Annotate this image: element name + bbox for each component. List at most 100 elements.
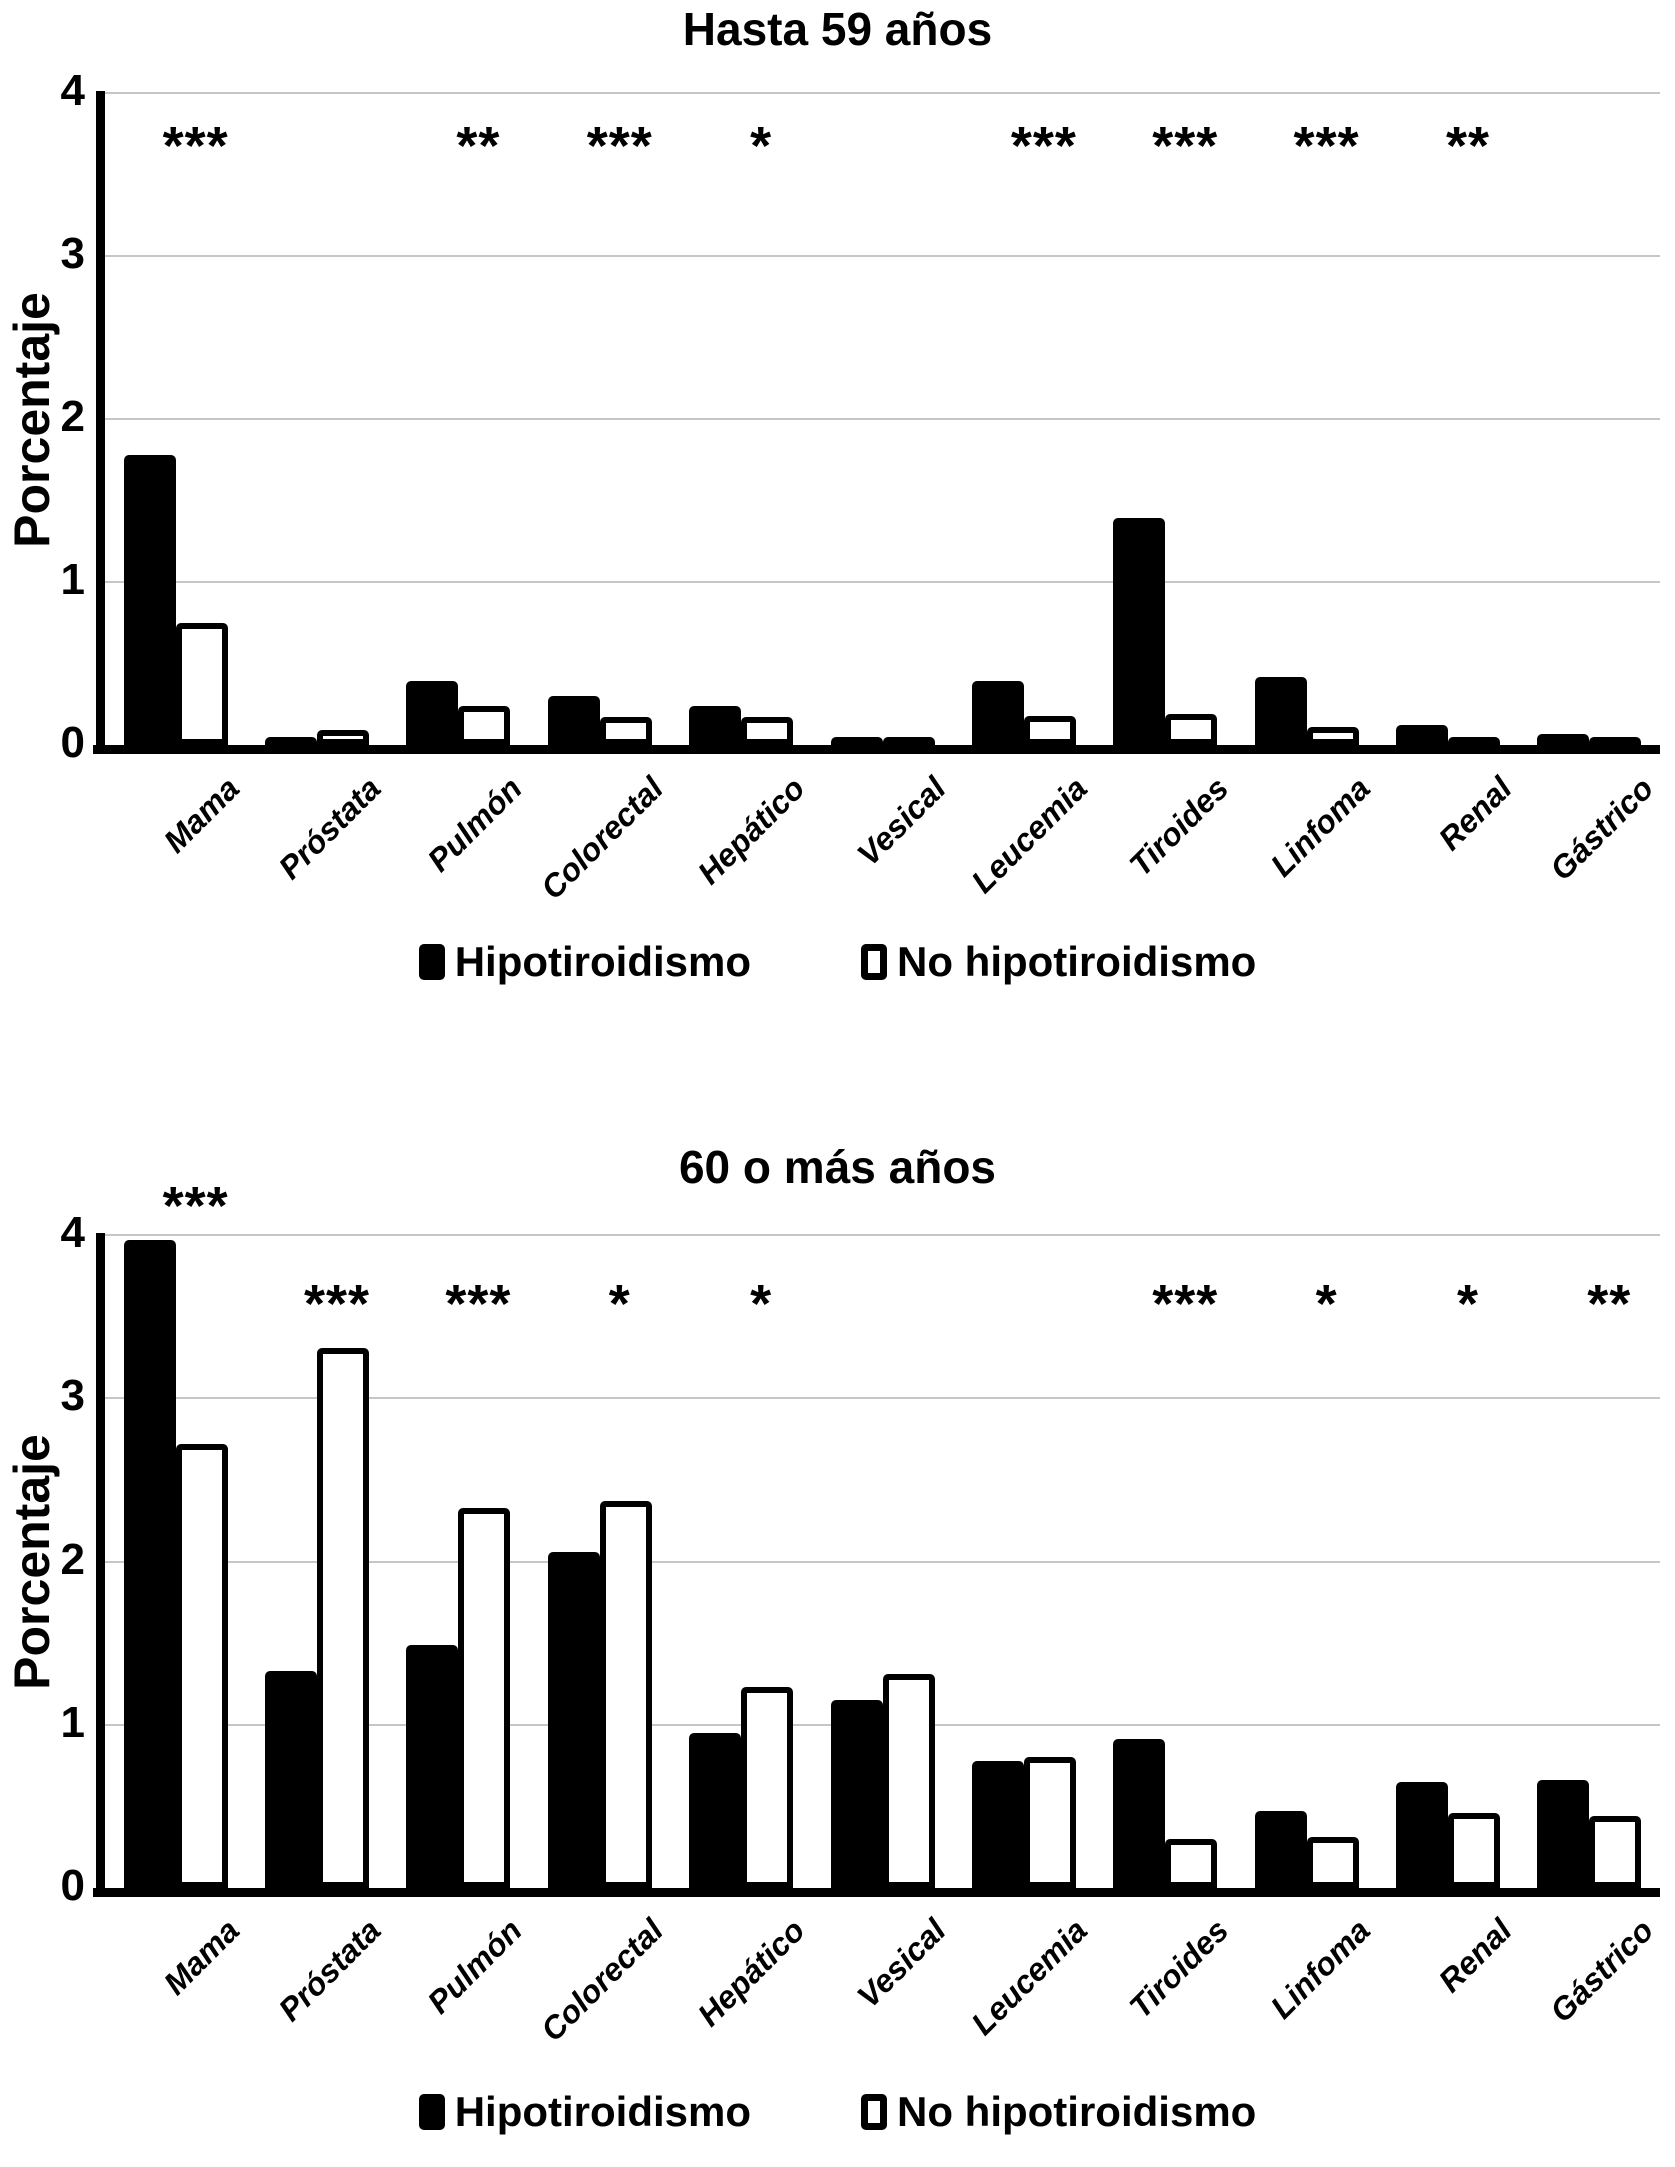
legend-item-hipotiroidismo: Hipotiroidismo xyxy=(418,938,752,986)
bar-no-hipotiroidismo-linfoma xyxy=(1306,1837,1359,1888)
significance-linfoma: * xyxy=(1315,1274,1338,1335)
significance-mama: *** xyxy=(162,1176,229,1237)
chart-title: Hasta 59 años xyxy=(682,3,993,55)
x-label-prostata: Próstata xyxy=(271,1912,388,2028)
bar-hipotiroidismo-prostata xyxy=(265,736,318,745)
bar-no-hipotiroidismo-vesical xyxy=(882,1674,935,1888)
bar-hipotiroidismo-prostata xyxy=(265,1670,318,1888)
x-label-hepatico: Hepático xyxy=(690,770,812,892)
y-axis-line xyxy=(96,91,105,752)
x-axis-line xyxy=(93,745,1660,754)
bar-no-hipotiroidismo-gastrico xyxy=(1589,1816,1642,1888)
y-tick-0: 0 xyxy=(60,1861,85,1910)
gridline-2 xyxy=(105,1560,1660,1563)
significance-tiroides: *** xyxy=(1152,1274,1219,1335)
x-label-mama: Mama xyxy=(156,770,247,860)
y-tick-4: 4 xyxy=(60,66,85,115)
legend-item-no-hipotiroidismo: No hipotiroidismo xyxy=(861,938,1256,986)
bar-no-hipotiroidismo-renal xyxy=(1447,1812,1500,1888)
significance-pulmon: ** xyxy=(456,115,501,176)
y-tick-3: 3 xyxy=(60,1371,85,1421)
bar-no-hipotiroidismo-mama xyxy=(175,622,228,745)
x-label-colorectal: Colorectal xyxy=(534,1912,671,2049)
x-label-tiroides: Tiroides xyxy=(1122,1912,1236,2026)
bar-hipotiroidismo-tiroides xyxy=(1113,1739,1166,1888)
gridline-4 xyxy=(105,1234,1660,1236)
x-label-prostata: Próstata xyxy=(271,770,388,886)
legend: Hipotiroidismo No hipotiroidismo xyxy=(0,2088,1675,2136)
bar-hipotiroidismo-gastrico xyxy=(1537,1780,1590,1888)
y-tick-2: 2 xyxy=(60,1534,85,1584)
bar-hipotiroidismo-vesical xyxy=(830,736,883,745)
chart-title: 60 o más años xyxy=(678,1141,997,1193)
gridline-4 xyxy=(105,92,1660,94)
gridline-2 xyxy=(105,418,1660,420)
significance-hepatico: * xyxy=(750,1274,773,1335)
significance-prostata: *** xyxy=(304,1274,371,1335)
bar-hipotiroidismo-mama xyxy=(123,1239,176,1888)
bar-no-hipotiroidismo-tiroides xyxy=(1165,714,1218,745)
significance-colorectal: *** xyxy=(586,115,653,176)
bar-no-hipotiroidismo-linfoma xyxy=(1306,727,1359,745)
x-label-pulmon: Pulmón xyxy=(420,1912,529,2021)
significance-renal: ** xyxy=(1445,115,1490,176)
bar-no-hipotiroidismo-pulmon xyxy=(458,1507,511,1888)
bar-hipotiroidismo-pulmon xyxy=(406,681,459,745)
bar-no-hipotiroidismo-mama xyxy=(175,1443,228,1888)
x-label-leucemia: Leucemia xyxy=(964,770,1095,900)
legend-item-hipotiroidismo: Hipotiroidismo xyxy=(418,2088,752,2136)
bar-no-hipotiroidismo-colorectal xyxy=(599,717,652,745)
gridline-3 xyxy=(105,1397,1660,1400)
y-tick-4: 4 xyxy=(60,1208,85,1257)
x-label-leucemia: Leucemia xyxy=(964,1912,1095,2042)
gridline-3 xyxy=(105,255,1660,257)
x-label-renal: Renal xyxy=(1431,1912,1519,2000)
bar-no-hipotiroidismo-prostata xyxy=(317,1347,370,1888)
x-label-gastrico: Gástrico xyxy=(1542,770,1660,888)
bar-hipotiroidismo-vesical xyxy=(830,1700,883,1888)
bar-hipotiroidismo-linfoma xyxy=(1254,676,1307,745)
bar-hipotiroidismo-hepatico xyxy=(689,1732,742,1888)
bar-hipotiroidismo-leucemia xyxy=(971,681,1024,745)
x-label-vesical: Vesical xyxy=(850,770,953,873)
bar-no-hipotiroidismo-tiroides xyxy=(1165,1839,1218,1888)
x-label-mama: Mama xyxy=(156,1912,247,2002)
significance-gastrico: ** xyxy=(1587,1274,1632,1335)
x-label-pulmon: Pulmón xyxy=(420,770,529,879)
bar-hipotiroidismo-pulmon xyxy=(406,1644,459,1888)
bar-hipotiroidismo-renal xyxy=(1395,1781,1448,1888)
bar-no-hipotiroidismo-pulmon xyxy=(458,705,511,745)
bar-no-hipotiroidismo-leucemia xyxy=(1023,1757,1076,1888)
legend-label: Hipotiroidismo xyxy=(454,2088,752,2135)
y-tick-2: 2 xyxy=(60,392,85,441)
y-tick-1: 1 xyxy=(60,1697,85,1747)
bar-hipotiroidismo-colorectal xyxy=(547,1551,600,1888)
bar-no-hipotiroidismo-prostata xyxy=(317,730,370,745)
bar-no-hipotiroidismo-leucemia xyxy=(1023,715,1076,745)
x-label-linfoma: Linfoma xyxy=(1263,770,1378,884)
y-tick-0: 0 xyxy=(60,718,85,767)
bar-hipotiroidismo-leucemia xyxy=(971,1760,1024,1888)
significance-linfoma: *** xyxy=(1293,115,1360,176)
legend-item-no-hipotiroidismo: No hipotiroidismo xyxy=(861,2088,1256,2136)
legend-label: No hipotiroidismo xyxy=(897,938,1257,985)
bar-hipotiroidismo-tiroides xyxy=(1113,518,1166,745)
bar-hipotiroidismo-gastrico xyxy=(1537,733,1590,745)
legend-label: Hipotiroidismo xyxy=(454,938,752,985)
significance-hepatico: * xyxy=(750,115,773,176)
significance-leucemia: *** xyxy=(1010,115,1077,176)
bar-hipotiroidismo-linfoma xyxy=(1254,1811,1307,1888)
significance-pulmon: *** xyxy=(445,1274,512,1335)
x-label-gastrico: Gástrico xyxy=(1542,1912,1660,2030)
bar-no-hipotiroidismo-colorectal xyxy=(599,1501,652,1888)
legend-label: No hipotiroidismo xyxy=(897,2088,1257,2135)
bar-hipotiroidismo-mama xyxy=(123,454,176,745)
bar-hipotiroidismo-colorectal xyxy=(547,696,600,745)
significance-colorectal: * xyxy=(608,1274,631,1335)
significance-mama: *** xyxy=(162,115,229,176)
bar-hipotiroidismo-hepatico xyxy=(689,705,742,745)
legend-swatch-outline-icon xyxy=(861,2094,888,2130)
legend-swatch-filled-icon xyxy=(418,2094,445,2130)
bar-hipotiroidismo-renal xyxy=(1395,725,1448,745)
